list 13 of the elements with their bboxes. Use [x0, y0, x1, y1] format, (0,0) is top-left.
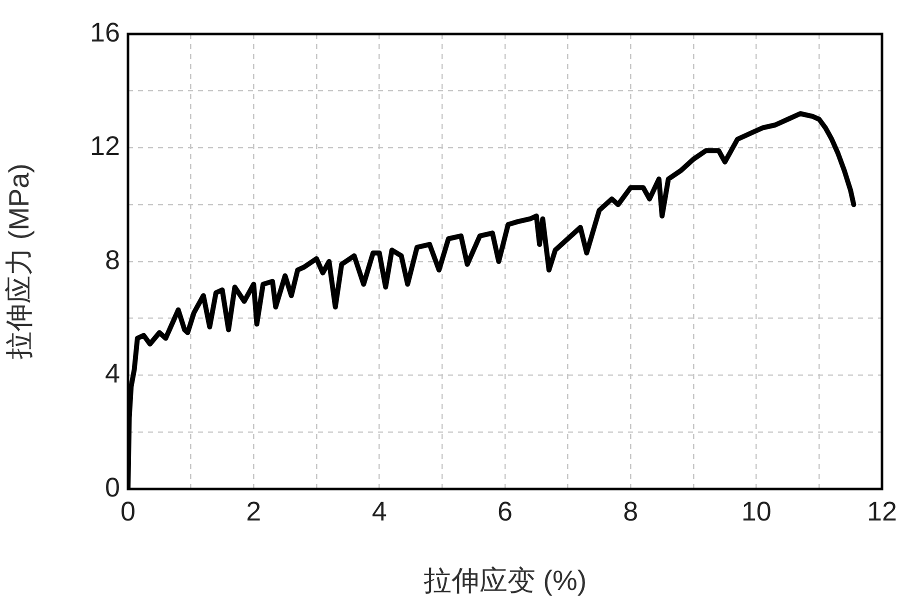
x-tick-label: 2: [246, 496, 262, 527]
y-tick-label: 4: [104, 358, 120, 389]
x-tick-label: 6: [497, 496, 513, 527]
x-tick-label: 4: [372, 496, 387, 527]
y-axis-title: 拉伸应力 (MPa): [4, 164, 35, 360]
x-tick-label: 10: [741, 496, 772, 527]
y-tick-label: 0: [104, 472, 120, 502]
y-tick-label: 8: [104, 244, 120, 275]
x-tick-label: 8: [623, 496, 638, 527]
y-tick-label: 16: [90, 17, 120, 48]
x-tick-label: 12: [866, 496, 898, 527]
x-axis-title: 拉伸应变 (%): [423, 564, 587, 596]
y-tick-label: 12: [90, 131, 120, 162]
